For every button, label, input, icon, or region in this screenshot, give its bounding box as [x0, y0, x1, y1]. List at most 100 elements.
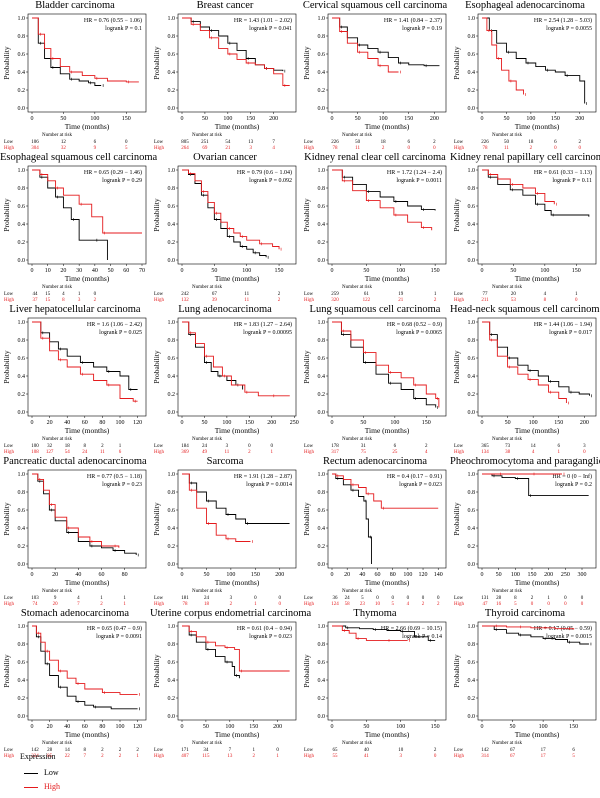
plot-frame	[327, 469, 447, 569]
risk-value-low: 103	[31, 596, 39, 601]
risk-value-low: 15	[45, 292, 51, 297]
x-tick-label: 150	[245, 420, 254, 426]
risk-value-high: 1	[276, 754, 279, 759]
x-tick-label: 50	[202, 116, 208, 122]
y-tick-label: 0.0	[168, 258, 176, 264]
y-tick-label: 0.8	[168, 490, 176, 496]
risk-value-high: 0	[575, 298, 578, 303]
y-tick-label: 0.6	[168, 508, 176, 514]
risk-value-high: 78	[183, 602, 189, 607]
y-tick-label: 0.6	[468, 508, 476, 514]
plot-frame	[327, 621, 447, 721]
km-panel: Cervical squamous cell carcinoma 0.0 0.2 0.…	[300, 0, 450, 152]
survival-curve-low	[32, 169, 108, 260]
risk-value-high: 0	[433, 146, 436, 151]
logrank-p: logrank P = 0.0015	[546, 634, 592, 640]
risk-value-low: 6	[94, 140, 97, 145]
risk-value-high: 1	[254, 602, 257, 607]
survival-curve-low	[182, 321, 244, 390]
risk-value-high: 22	[65, 754, 71, 759]
risk-value-low: 28	[496, 596, 502, 601]
logrank-p: logrank P = 0.1	[105, 26, 142, 32]
risk-value-low: 0	[422, 596, 425, 601]
risk-value-high: 4	[532, 450, 535, 455]
x-tick-label: 100	[222, 420, 231, 426]
risk-value-low: 100	[31, 444, 39, 449]
logrank-p: logrank P = 0.11	[552, 178, 592, 184]
risk-header: Number at risk	[492, 437, 522, 442]
panel-title: Kidney renal papillary cell carcinoma	[450, 152, 600, 163]
y-tick-label: 0.4	[468, 70, 476, 76]
risk-label-high: High	[454, 602, 465, 607]
hazard-ratio: HR = 0.61 (0.4 − 0.94)	[237, 625, 292, 632]
x-tick-label: 150	[528, 572, 537, 578]
y-axis-label: Probability	[302, 654, 311, 688]
risk-header: Number at risk	[192, 741, 222, 746]
risk-header: Number at risk	[42, 133, 72, 138]
hazard-ratio: HR = 1.83 (1.27 − 2.64)	[234, 321, 292, 328]
risk-value-high: 2	[278, 298, 281, 303]
plot-frame	[27, 621, 147, 721]
y-tick-label: 0.8	[468, 490, 476, 496]
y-tick-label: 0.0	[168, 714, 176, 720]
x-axis-label: Time (months)	[215, 122, 260, 131]
x-tick-label: 50	[211, 268, 217, 274]
x-tick-label: 50	[108, 268, 114, 274]
y-tick-label: 0.6	[318, 204, 326, 210]
risk-value-high: 4	[272, 146, 275, 151]
y-axis-label: Probability	[302, 350, 311, 384]
panel-title: Cervical squamous cell carcinoma	[302, 0, 448, 11]
risk-value-low: 0	[564, 596, 567, 601]
km-panel: Esophageal adenocarcinoma 0.0 0.2 0.4 0.6 0.8…	[450, 0, 600, 152]
risk-label-high: High	[4, 450, 15, 455]
km-panel: Stomach adenocarcinoma 0.0 0.2 0.4 0.6 0.8 1.0…	[0, 608, 150, 760]
y-tick-label: 0.8	[168, 642, 176, 648]
y-tick-label: 0.8	[468, 338, 476, 344]
risk-value-low: 2	[278, 292, 281, 297]
risk-value-low: 181	[181, 596, 189, 601]
x-tick-label: 0	[331, 116, 334, 122]
risk-label-high: High	[154, 602, 165, 607]
risk-value-low: 6	[554, 140, 557, 145]
y-axis-label: Probability	[452, 654, 461, 688]
y-axis-label: Probability	[452, 502, 461, 536]
y-tick-label: 0.4	[318, 678, 326, 684]
plot-frame	[177, 13, 297, 113]
panel-title: Kidney renal clear cell carcinoma	[304, 152, 446, 163]
panel-title: Esophageal adenocarcinoma	[465, 0, 585, 11]
km-panel: Breast cancer 0.0 0.2 0.4 0.6 0.8 1.0 Probabili…	[150, 0, 300, 152]
risk-value-high: 115	[202, 754, 210, 759]
x-tick-label: 80	[99, 724, 105, 730]
risk-value-high: 38	[505, 450, 511, 455]
x-tick-label: 100	[116, 420, 125, 426]
y-tick-label: 0.4	[18, 678, 26, 684]
risk-label-low: Low	[304, 748, 314, 753]
risk-label-high: High	[4, 298, 15, 303]
x-axis-label: Time (months)	[65, 122, 110, 131]
legend-label-low: Low	[44, 768, 59, 777]
x-tick-label: 0	[181, 572, 184, 578]
risk-value-high: 47	[483, 602, 489, 607]
risk-header: Number at risk	[342, 589, 372, 594]
x-axis-label: Time (months)	[515, 730, 560, 739]
risk-value-low: 2	[119, 748, 122, 753]
risk-value-low: 0	[437, 596, 440, 601]
plot-frame	[327, 165, 447, 265]
risk-value-high: 11	[244, 298, 249, 303]
x-axis-label: Time (months)	[65, 730, 110, 739]
risk-value-low: 6	[394, 444, 397, 449]
risk-label-high: High	[154, 754, 165, 759]
y-tick-label: 0.8	[318, 490, 326, 496]
panel-title: Lung adenocarcinoma	[178, 304, 272, 315]
x-tick-label: 150	[122, 116, 131, 122]
risk-label-low: Low	[4, 748, 14, 753]
plot-frame	[27, 317, 147, 417]
y-tick-label: 0.6	[468, 660, 476, 666]
y-tick-label: 0.8	[168, 34, 176, 40]
